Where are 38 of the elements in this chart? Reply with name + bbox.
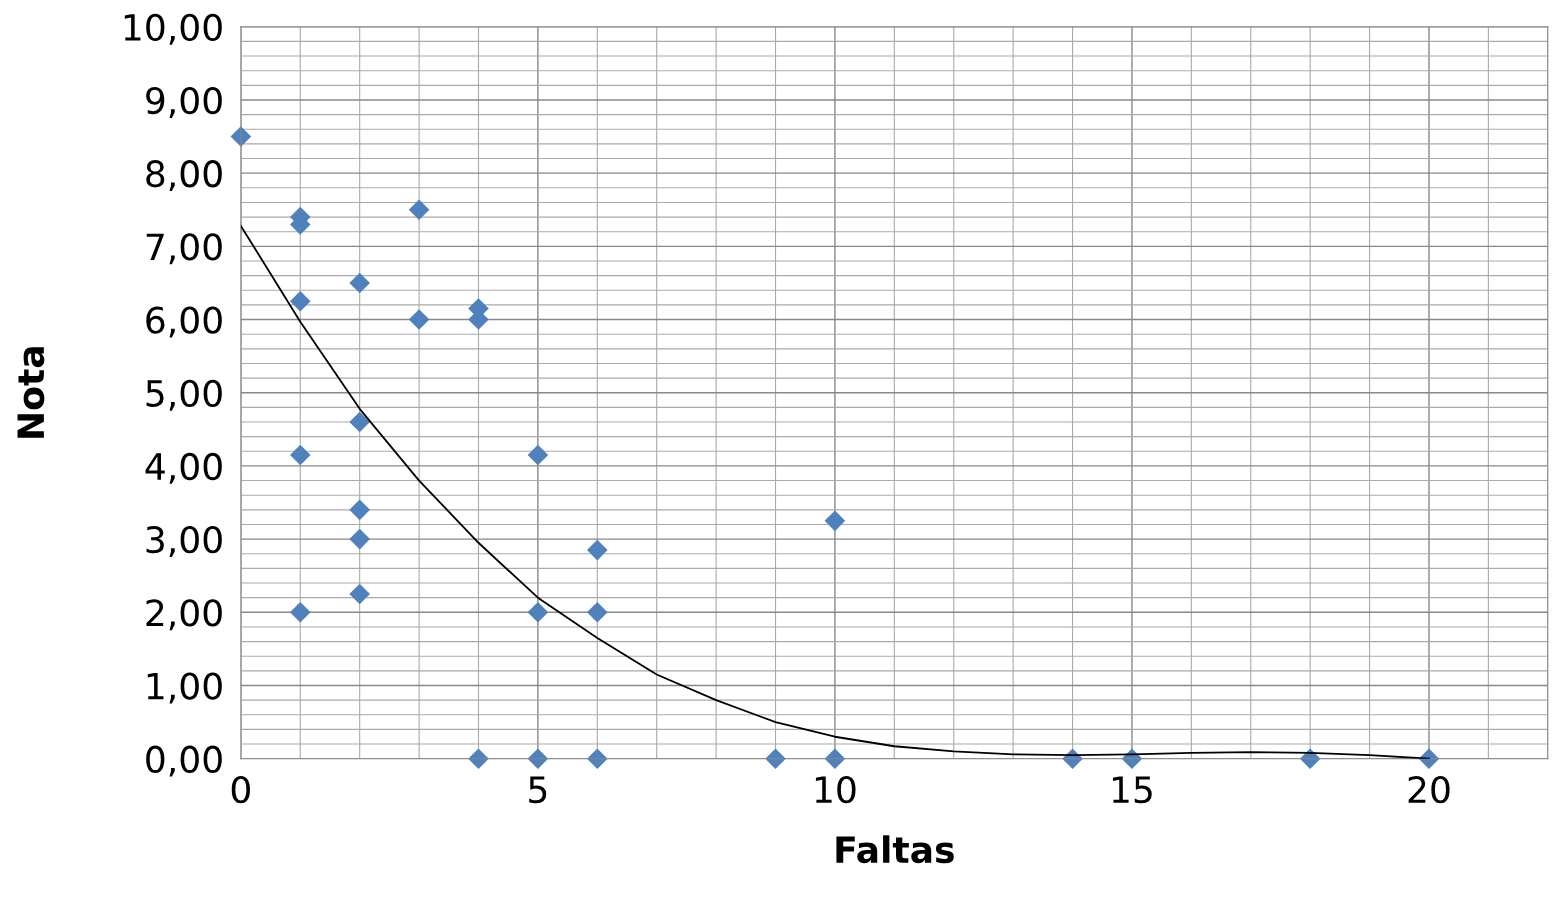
point [289,444,311,466]
x-tick-label: 5 [529,776,547,804]
point [527,602,549,623]
point [289,290,311,312]
point [408,309,430,330]
point [527,444,549,466]
point [349,499,370,521]
y-tick-label: 8,00 [146,160,222,192]
point [824,510,846,532]
y-tick-label: 3,00 [146,526,222,558]
point [527,748,549,770]
x-tick-label: 10 [815,776,856,804]
point [587,748,608,770]
y-tick-label: 9,00 [146,86,222,118]
point [765,748,786,770]
point [587,539,608,561]
y-tick-label: 0,00 [146,745,222,777]
x-tick-label: 15 [1112,776,1152,804]
point [349,528,370,550]
point [349,411,370,433]
y-tick-label: 2,00 [146,599,222,631]
y-tick-label: 1,00 [147,672,222,704]
y-tick-label: 5,00 [146,379,222,411]
point [408,199,430,221]
y-tick-label: 7,00 [146,233,222,265]
x-tick-label: 20 [1408,776,1450,804]
y-tick-label: 4,00 [145,452,222,484]
point [349,272,370,294]
point [349,583,370,605]
y-tick-label: 6,00 [146,306,222,338]
point [468,748,489,770]
x-tick-label: 0 [231,776,250,804]
y-tick-label: 10,00 [124,13,222,45]
point [587,602,608,623]
y-axis-title: Nota [17,347,45,438]
point [289,602,311,623]
point [824,748,846,770]
x-axis-title: Faltas [836,835,954,864]
